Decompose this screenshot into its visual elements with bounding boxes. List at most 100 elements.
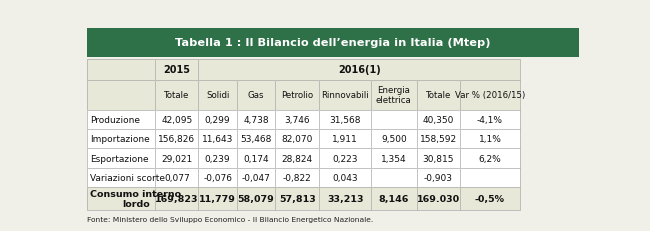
Bar (319, 110, 371, 130)
Bar (417, 130, 460, 149)
Text: 53,468: 53,468 (240, 135, 272, 144)
Bar (319, 149, 371, 168)
Bar (275, 187, 319, 210)
Text: 9,500: 9,500 (381, 135, 407, 144)
Bar (417, 149, 460, 168)
Bar (319, 80, 371, 110)
Bar (371, 168, 417, 187)
Bar (155, 80, 198, 110)
Text: 31,568: 31,568 (330, 116, 361, 125)
Text: 4,738: 4,738 (243, 116, 268, 125)
Text: Totale: Totale (164, 91, 189, 100)
Text: 0,223: 0,223 (332, 154, 358, 163)
Bar (198, 187, 237, 210)
Bar (237, 130, 275, 149)
Bar (417, 187, 460, 210)
Bar (87, 168, 155, 187)
Bar (87, 110, 155, 130)
Bar (155, 110, 198, 130)
Text: -4,1%: -4,1% (477, 116, 503, 125)
Bar (319, 149, 371, 168)
Text: Tabella 1 : Il Bilancio dell’energia in Italia (Mtep): Tabella 1 : Il Bilancio dell’energia in … (176, 38, 491, 48)
Bar (319, 80, 371, 110)
Bar (237, 110, 275, 130)
Bar (155, 130, 198, 149)
Text: Var % (2016/15): Var % (2016/15) (455, 91, 525, 100)
Bar (237, 110, 275, 130)
Bar (460, 168, 520, 187)
Bar (275, 130, 319, 149)
Bar (371, 187, 417, 210)
Text: -0,047: -0,047 (242, 173, 270, 182)
Text: -0,822: -0,822 (283, 173, 311, 182)
Bar (275, 80, 319, 110)
Text: 58,079: 58,079 (237, 194, 274, 203)
Text: Esportazione: Esportazione (90, 154, 149, 163)
Text: 158,592: 158,592 (420, 135, 457, 144)
Text: Energia
elettrica: Energia elettrica (376, 86, 411, 105)
Bar (417, 80, 460, 110)
Bar (417, 168, 460, 187)
Bar (237, 149, 275, 168)
Bar (87, 187, 155, 210)
Bar (417, 110, 460, 130)
Bar (275, 168, 319, 187)
Bar (155, 60, 198, 80)
Bar (417, 80, 460, 110)
Bar (198, 110, 237, 130)
Bar (460, 80, 520, 110)
Text: 8,146: 8,146 (379, 194, 409, 203)
Bar (371, 149, 417, 168)
Bar (275, 149, 319, 168)
Bar (319, 130, 371, 149)
Bar (87, 29, 579, 58)
Text: 6,2%: 6,2% (478, 154, 501, 163)
Bar (87, 149, 155, 168)
Bar (155, 149, 198, 168)
Bar (87, 130, 155, 149)
Bar (371, 110, 417, 130)
Text: Variazioni scorte: Variazioni scorte (90, 173, 165, 182)
Bar (237, 149, 275, 168)
Bar (155, 130, 198, 149)
Text: 33,213: 33,213 (327, 194, 363, 203)
Text: -0,903: -0,903 (424, 173, 453, 182)
Text: 40,350: 40,350 (422, 116, 454, 125)
Text: 0,174: 0,174 (243, 154, 268, 163)
Bar (319, 168, 371, 187)
Bar (87, 110, 155, 130)
Text: 0,299: 0,299 (205, 116, 230, 125)
Bar (460, 130, 520, 149)
Bar (319, 168, 371, 187)
Bar (198, 130, 237, 149)
Bar (371, 130, 417, 149)
Bar (87, 80, 155, 110)
Bar (198, 168, 237, 187)
Bar (155, 149, 198, 168)
Text: 11,643: 11,643 (202, 135, 233, 144)
Bar (198, 149, 237, 168)
Text: 2015: 2015 (163, 65, 190, 75)
Text: Consumo interno
lordo: Consumo interno lordo (90, 189, 181, 209)
Text: 0,077: 0,077 (164, 173, 190, 182)
Bar (198, 110, 237, 130)
Bar (275, 187, 319, 210)
Bar (460, 149, 520, 168)
Bar (237, 130, 275, 149)
Bar (460, 110, 520, 130)
Text: Rinnovabili: Rinnovabili (321, 91, 369, 100)
Bar (460, 80, 520, 110)
Text: 169,823: 169,823 (155, 194, 198, 203)
Bar (155, 110, 198, 130)
Bar (417, 149, 460, 168)
Bar (371, 110, 417, 130)
Bar (87, 80, 155, 110)
Bar (198, 187, 237, 210)
Bar (237, 187, 275, 210)
Bar (417, 110, 460, 130)
Text: 1,911: 1,911 (332, 135, 358, 144)
Bar (371, 80, 417, 110)
Bar (460, 187, 520, 210)
Bar (198, 149, 237, 168)
Text: Totale: Totale (426, 91, 451, 100)
